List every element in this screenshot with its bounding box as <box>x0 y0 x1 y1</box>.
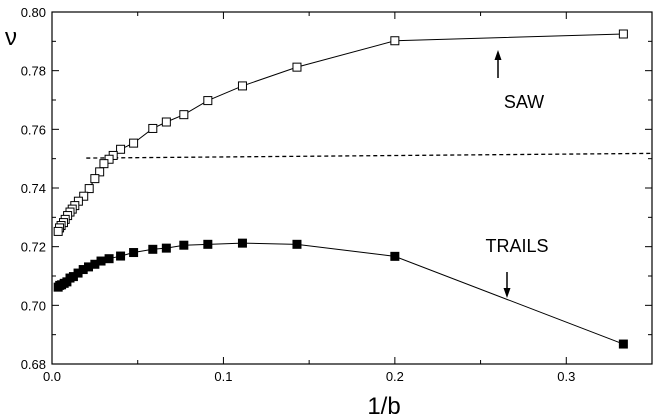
y-tick-label: 0.76 <box>21 122 46 137</box>
saw-point <box>95 167 105 177</box>
plot-frame <box>51 11 653 365</box>
trails-line <box>57 242 624 345</box>
saw-point <box>618 29 628 39</box>
y-tick-label: 0.74 <box>21 181 46 196</box>
saw-point <box>292 62 302 72</box>
y-tick-label: 0.80 <box>21 5 46 20</box>
trails-point <box>161 243 171 253</box>
y-axis-title: ν <box>5 24 17 51</box>
trails-point <box>179 240 189 250</box>
dashed-reference-line <box>86 152 653 159</box>
saw-point <box>99 159 109 169</box>
y-tick-label: 0.78 <box>21 64 46 79</box>
trails-point <box>203 239 213 249</box>
saw-arrow <box>494 50 502 78</box>
x-tick-label: 0.1 <box>214 369 232 384</box>
trails-arrow <box>503 272 511 298</box>
saw-line <box>57 33 624 232</box>
saw-series <box>53 29 628 236</box>
y-tick-label: 0.72 <box>21 240 46 255</box>
trails-point <box>116 251 126 261</box>
saw-point <box>53 226 63 236</box>
reference-line <box>86 152 653 159</box>
x-tick-label: 0.3 <box>557 369 575 384</box>
saw-point <box>116 144 126 154</box>
y-tick-label: 0.70 <box>21 298 46 313</box>
saw-point <box>203 96 213 106</box>
saw-point <box>129 138 139 148</box>
y-axis-ticks: 0.68 0.70 0.72 0.74 0.76 0.78 0.80 <box>21 5 652 372</box>
saw-point <box>237 81 247 91</box>
trails-point <box>237 238 247 248</box>
saw-point <box>179 110 189 120</box>
trails-point <box>390 251 400 261</box>
trails-point <box>292 239 302 249</box>
trails-point <box>53 282 63 292</box>
x-axis-title: 1/b <box>367 393 400 416</box>
saw-point <box>90 174 100 184</box>
saw-annotation: SAW <box>504 92 544 112</box>
trails-series <box>53 238 628 349</box>
trails-point <box>129 248 139 258</box>
y-tick-label: 0.68 <box>21 357 46 372</box>
saw-point <box>79 191 89 201</box>
x-axis-ticks: 0.0 0.1 0.2 0.3 <box>43 12 575 384</box>
trails-point <box>618 339 628 349</box>
saw-point <box>148 123 158 133</box>
saw-point <box>390 36 400 46</box>
x-tick-label: 0.2 <box>386 369 404 384</box>
trails-point <box>104 254 114 264</box>
saw-point <box>161 117 171 127</box>
saw-point <box>84 184 94 194</box>
x-tick-label: 0.0 <box>43 369 61 384</box>
trails-annotation: TRAILS <box>485 236 548 256</box>
trails-point <box>148 244 158 254</box>
